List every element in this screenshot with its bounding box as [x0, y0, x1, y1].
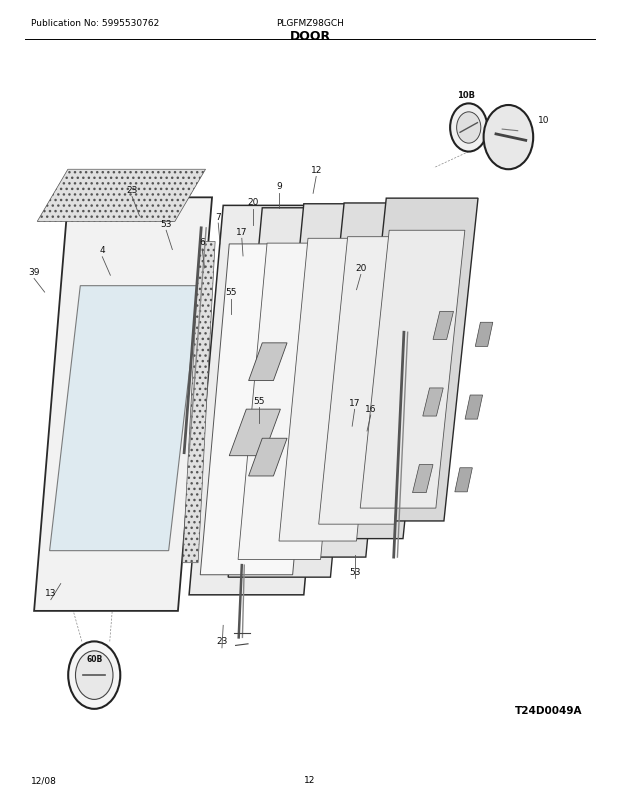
- Polygon shape: [249, 439, 287, 476]
- Polygon shape: [465, 395, 482, 419]
- Text: eReplacementParts.com: eReplacementParts.com: [216, 402, 404, 416]
- Circle shape: [450, 104, 487, 152]
- Text: DOOR: DOOR: [290, 30, 330, 43]
- Text: 16: 16: [365, 404, 376, 413]
- Circle shape: [456, 112, 481, 144]
- Text: 17: 17: [236, 228, 247, 237]
- Polygon shape: [310, 204, 437, 539]
- Circle shape: [484, 106, 533, 170]
- Polygon shape: [228, 209, 365, 577]
- Text: 10: 10: [538, 115, 550, 125]
- Text: 13: 13: [45, 589, 56, 597]
- Text: 55: 55: [225, 288, 236, 297]
- Text: 12/08: 12/08: [31, 776, 57, 784]
- Text: 53: 53: [349, 567, 360, 576]
- Text: 23: 23: [216, 637, 228, 646]
- Text: 6: 6: [199, 238, 205, 247]
- Polygon shape: [279, 239, 386, 541]
- Text: 23: 23: [126, 186, 138, 195]
- Text: 39: 39: [29, 268, 40, 277]
- Text: 7: 7: [215, 213, 221, 221]
- Polygon shape: [189, 206, 338, 595]
- Text: Publication No: 5995530762: Publication No: 5995530762: [31, 19, 159, 28]
- Polygon shape: [455, 468, 472, 492]
- Text: T24D0049A: T24D0049A: [515, 706, 583, 715]
- Text: 20: 20: [247, 198, 259, 207]
- Circle shape: [76, 651, 113, 699]
- Polygon shape: [270, 205, 400, 557]
- Polygon shape: [423, 388, 443, 416]
- Text: 60B: 60B: [86, 654, 102, 663]
- Polygon shape: [229, 410, 280, 456]
- Polygon shape: [412, 465, 433, 493]
- Text: 12: 12: [304, 776, 316, 784]
- Text: 4: 4: [99, 246, 105, 255]
- Text: 20: 20: [355, 264, 366, 273]
- Polygon shape: [249, 343, 287, 381]
- Text: PLGFMZ98GCH: PLGFMZ98GCH: [276, 19, 344, 28]
- Polygon shape: [476, 323, 493, 347]
- Polygon shape: [200, 245, 322, 575]
- Polygon shape: [238, 244, 350, 560]
- Polygon shape: [433, 312, 453, 340]
- Polygon shape: [183, 242, 215, 563]
- Circle shape: [68, 642, 120, 709]
- Polygon shape: [352, 199, 478, 521]
- Text: 9: 9: [276, 182, 282, 191]
- Polygon shape: [37, 170, 206, 222]
- Text: 17: 17: [349, 399, 360, 407]
- Polygon shape: [34, 198, 212, 611]
- Polygon shape: [360, 231, 465, 508]
- Text: 12: 12: [311, 166, 322, 175]
- Polygon shape: [319, 237, 423, 525]
- Text: 10B: 10B: [457, 91, 476, 100]
- Polygon shape: [50, 286, 200, 551]
- Text: 53: 53: [161, 220, 172, 229]
- Text: 55: 55: [254, 396, 265, 405]
